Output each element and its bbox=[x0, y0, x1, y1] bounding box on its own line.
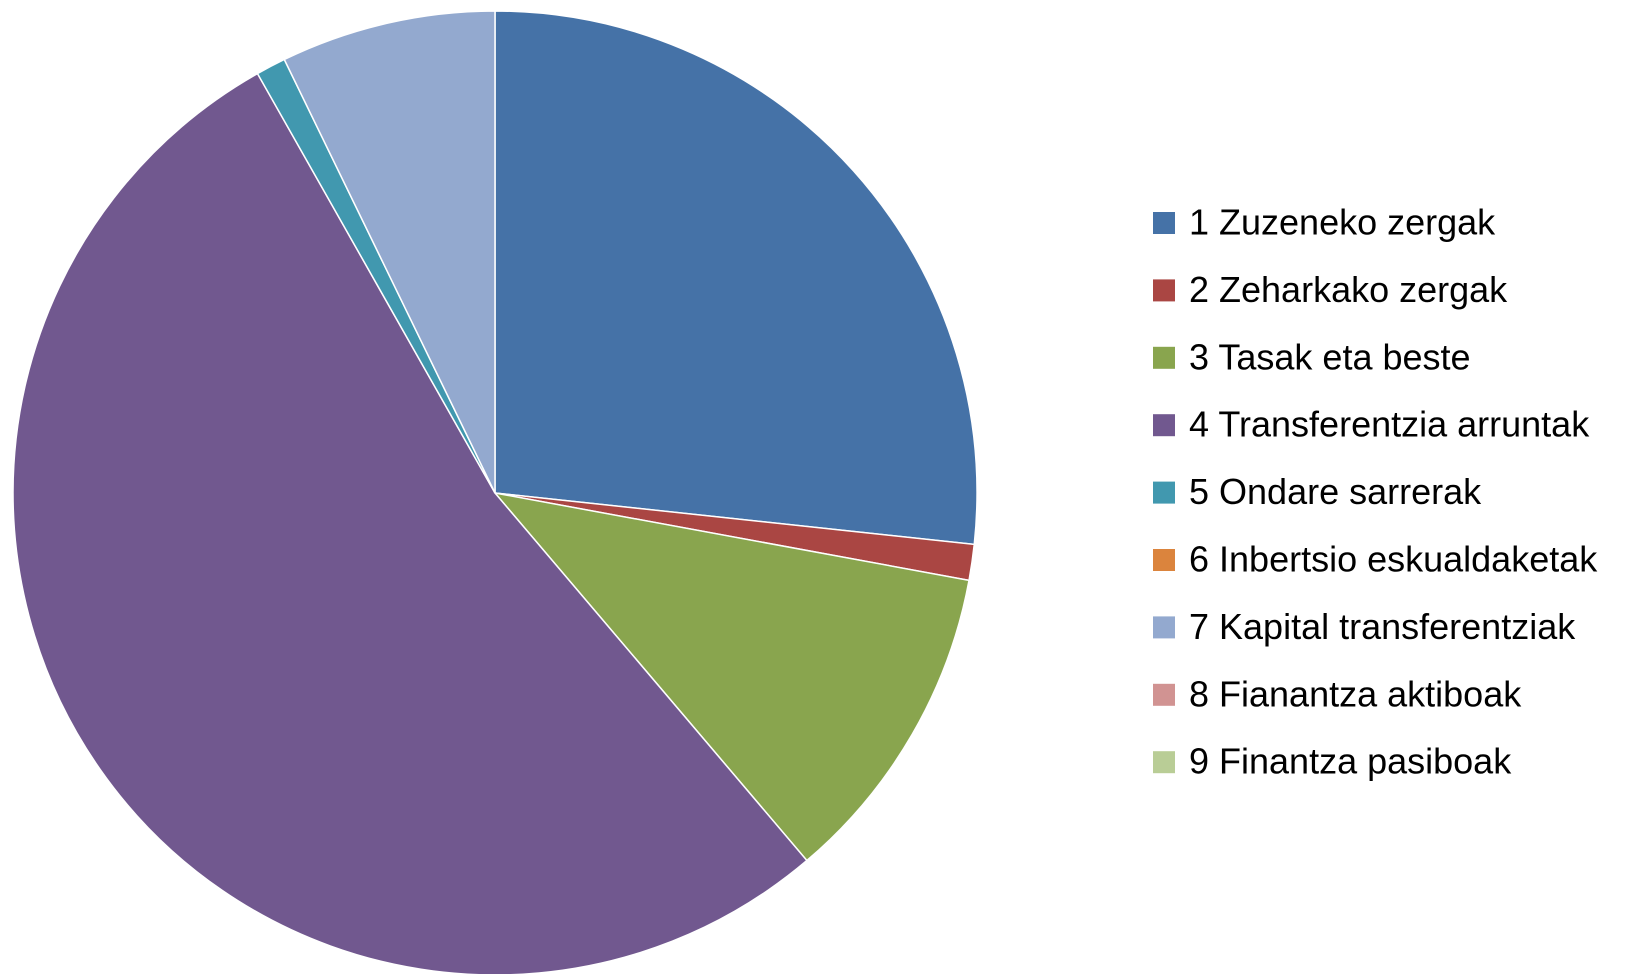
pie-slice bbox=[283, 10, 496, 494]
pie-slice bbox=[494, 10, 978, 546]
legend-swatch bbox=[1153, 683, 1175, 706]
legend-swatch bbox=[1153, 481, 1175, 504]
legend-swatch bbox=[1153, 346, 1175, 369]
legend-swatch bbox=[1153, 616, 1175, 639]
legend-label: 7 Kapital transferentziak bbox=[1189, 606, 1576, 647]
pie-slice bbox=[12, 72, 808, 974]
legend-swatch bbox=[1153, 414, 1175, 437]
pie-slice bbox=[493, 491, 970, 862]
legend-swatch bbox=[1153, 212, 1175, 234]
legend-label: 4 Transferentzia arruntak bbox=[1189, 404, 1590, 445]
legend-label: 2 Zeharkako zergak bbox=[1189, 269, 1508, 310]
legend-swatch bbox=[1153, 279, 1175, 302]
legend-swatch bbox=[1153, 549, 1175, 571]
legend-label: 5 Ondare sarrerak bbox=[1189, 471, 1482, 512]
legend-label: 9 Finantza pasiboak bbox=[1189, 741, 1512, 782]
legend-swatch bbox=[1153, 751, 1175, 774]
legend-label: 3 Tasak eta beste bbox=[1189, 336, 1471, 377]
legend-label: 1 Zuzeneko zergak bbox=[1189, 202, 1496, 243]
legend-label: 8 Fianantza aktiboak bbox=[1189, 673, 1522, 714]
legend-label: 6 Inbertsio eskualdaketak bbox=[1189, 539, 1598, 580]
